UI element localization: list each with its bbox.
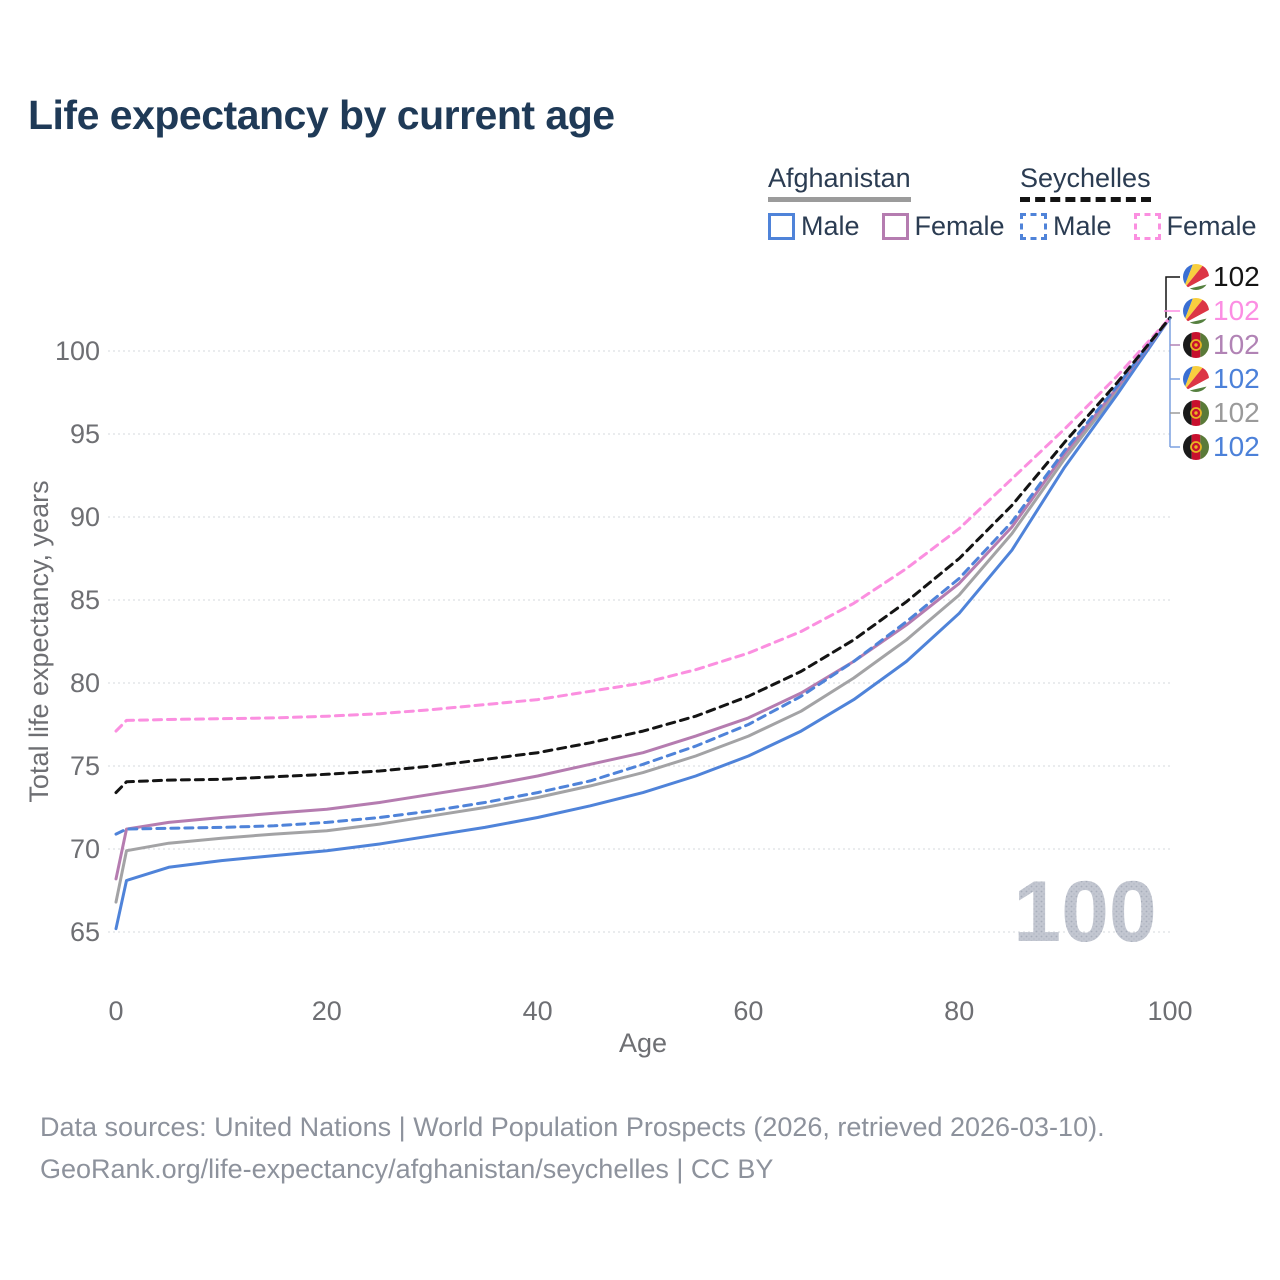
gridlines — [108, 350, 1172, 933]
axis-tick-label: 0 — [108, 996, 123, 1026]
afghanistan-flag-icon — [1183, 400, 1209, 426]
legend-items-afghanistan: Male Female — [768, 211, 1005, 242]
afghanistan-female-swatch-icon — [881, 213, 909, 240]
legend-items-seychelles: Male Female — [1020, 211, 1257, 242]
legend-label: Male — [1053, 211, 1112, 241]
footer-data-sources: Data sources: United Nations | World Pop… — [40, 1112, 1105, 1142]
end-value-label: 102 — [1213, 431, 1260, 462]
axis-tick-label: 95 — [70, 419, 100, 449]
series-line-seychelles-total[interactable] — [114, 316, 1172, 795]
legend-label: Male — [801, 211, 860, 241]
axis-tick-label: 65 — [70, 917, 100, 947]
seychelles-flag-icon — [1183, 298, 1209, 324]
afghanistan-male-swatch-icon — [768, 213, 795, 240]
legend-group-seychelles: Seychelles Male Female — [1020, 163, 1257, 242]
legend-group-afghanistan: Afghanistan Male Female — [768, 163, 1005, 242]
legend-item-seychelles-female[interactable]: Female — [1133, 211, 1257, 242]
legend-item-afghanistan-female[interactable]: Female — [881, 211, 1005, 242]
watermark-100: 100 — [1013, 864, 1157, 960]
legend-header-afghanistan[interactable]: Afghanistan — [768, 163, 911, 202]
axis-tick-label: 90 — [70, 502, 100, 532]
end-label-connector — [1165, 276, 1180, 318]
seychelles-female-swatch-icon — [1133, 213, 1161, 240]
legend-item-seychelles-male[interactable]: Male — [1020, 211, 1112, 242]
series-line-afghanistan-total[interactable] — [114, 316, 1172, 904]
axis-tick-label: 20 — [312, 996, 342, 1026]
end-value-label: 102 — [1213, 295, 1260, 326]
x-axis-title: Age — [619, 1028, 667, 1058]
legend-label: Female — [914, 211, 1005, 241]
axis-tick-label: 40 — [523, 996, 553, 1026]
end-value-label: 102 — [1213, 363, 1260, 394]
footer: Data sources: United Nations | World Pop… — [40, 1106, 1105, 1190]
footer-attribution-link[interactable]: GeoRank.org/life-expectancy/afghanistan/… — [40, 1154, 774, 1184]
series-line-seychelles-female[interactable] — [114, 316, 1172, 733]
axis-tick-label: 75 — [70, 751, 100, 781]
axis-tick-label: 100 — [1147, 996, 1192, 1026]
legend-header-seychelles[interactable]: Seychelles — [1020, 163, 1151, 202]
afghanistan-flag-icon — [1183, 332, 1209, 358]
axis-tick-label: 80 — [944, 996, 974, 1026]
axis-tick-label: 85 — [70, 585, 100, 615]
legend-label: Female — [1166, 211, 1257, 241]
axis-tick-label: 80 — [70, 668, 100, 698]
afghanistan-flag-icon — [1183, 434, 1209, 460]
end-value-label: 102 — [1213, 261, 1260, 292]
seychelles-flag-icon — [1183, 366, 1209, 392]
axis-tick-label: 70 — [70, 834, 100, 864]
axes: 65 70 75 80 85 90 95 100 0 20 40 60 80 100 Age Total li… — [24, 336, 1193, 1058]
seychelles-male-swatch-icon — [1020, 213, 1047, 240]
axis-tick-label: 100 — [55, 336, 100, 366]
series-line-afghanistan-male[interactable] — [114, 316, 1172, 931]
legend: Afghanistan Male Female Seychelles Male — [0, 163, 1280, 243]
page-title: Life expectancy by current age — [28, 92, 615, 138]
series-line-seychelles-male[interactable] — [114, 316, 1172, 836]
axis-tick-label: 60 — [733, 996, 763, 1026]
series-lines — [114, 316, 1172, 931]
legend-item-afghanistan-male[interactable]: Male — [768, 211, 860, 242]
series-line-afghanistan-female[interactable] — [114, 316, 1172, 881]
seychelles-flag-icon — [1183, 264, 1209, 290]
y-axis-title: Total life expectancy, years — [24, 480, 54, 802]
end-value-label: 102 — [1213, 397, 1260, 428]
end-value-label: 102 — [1213, 329, 1260, 360]
